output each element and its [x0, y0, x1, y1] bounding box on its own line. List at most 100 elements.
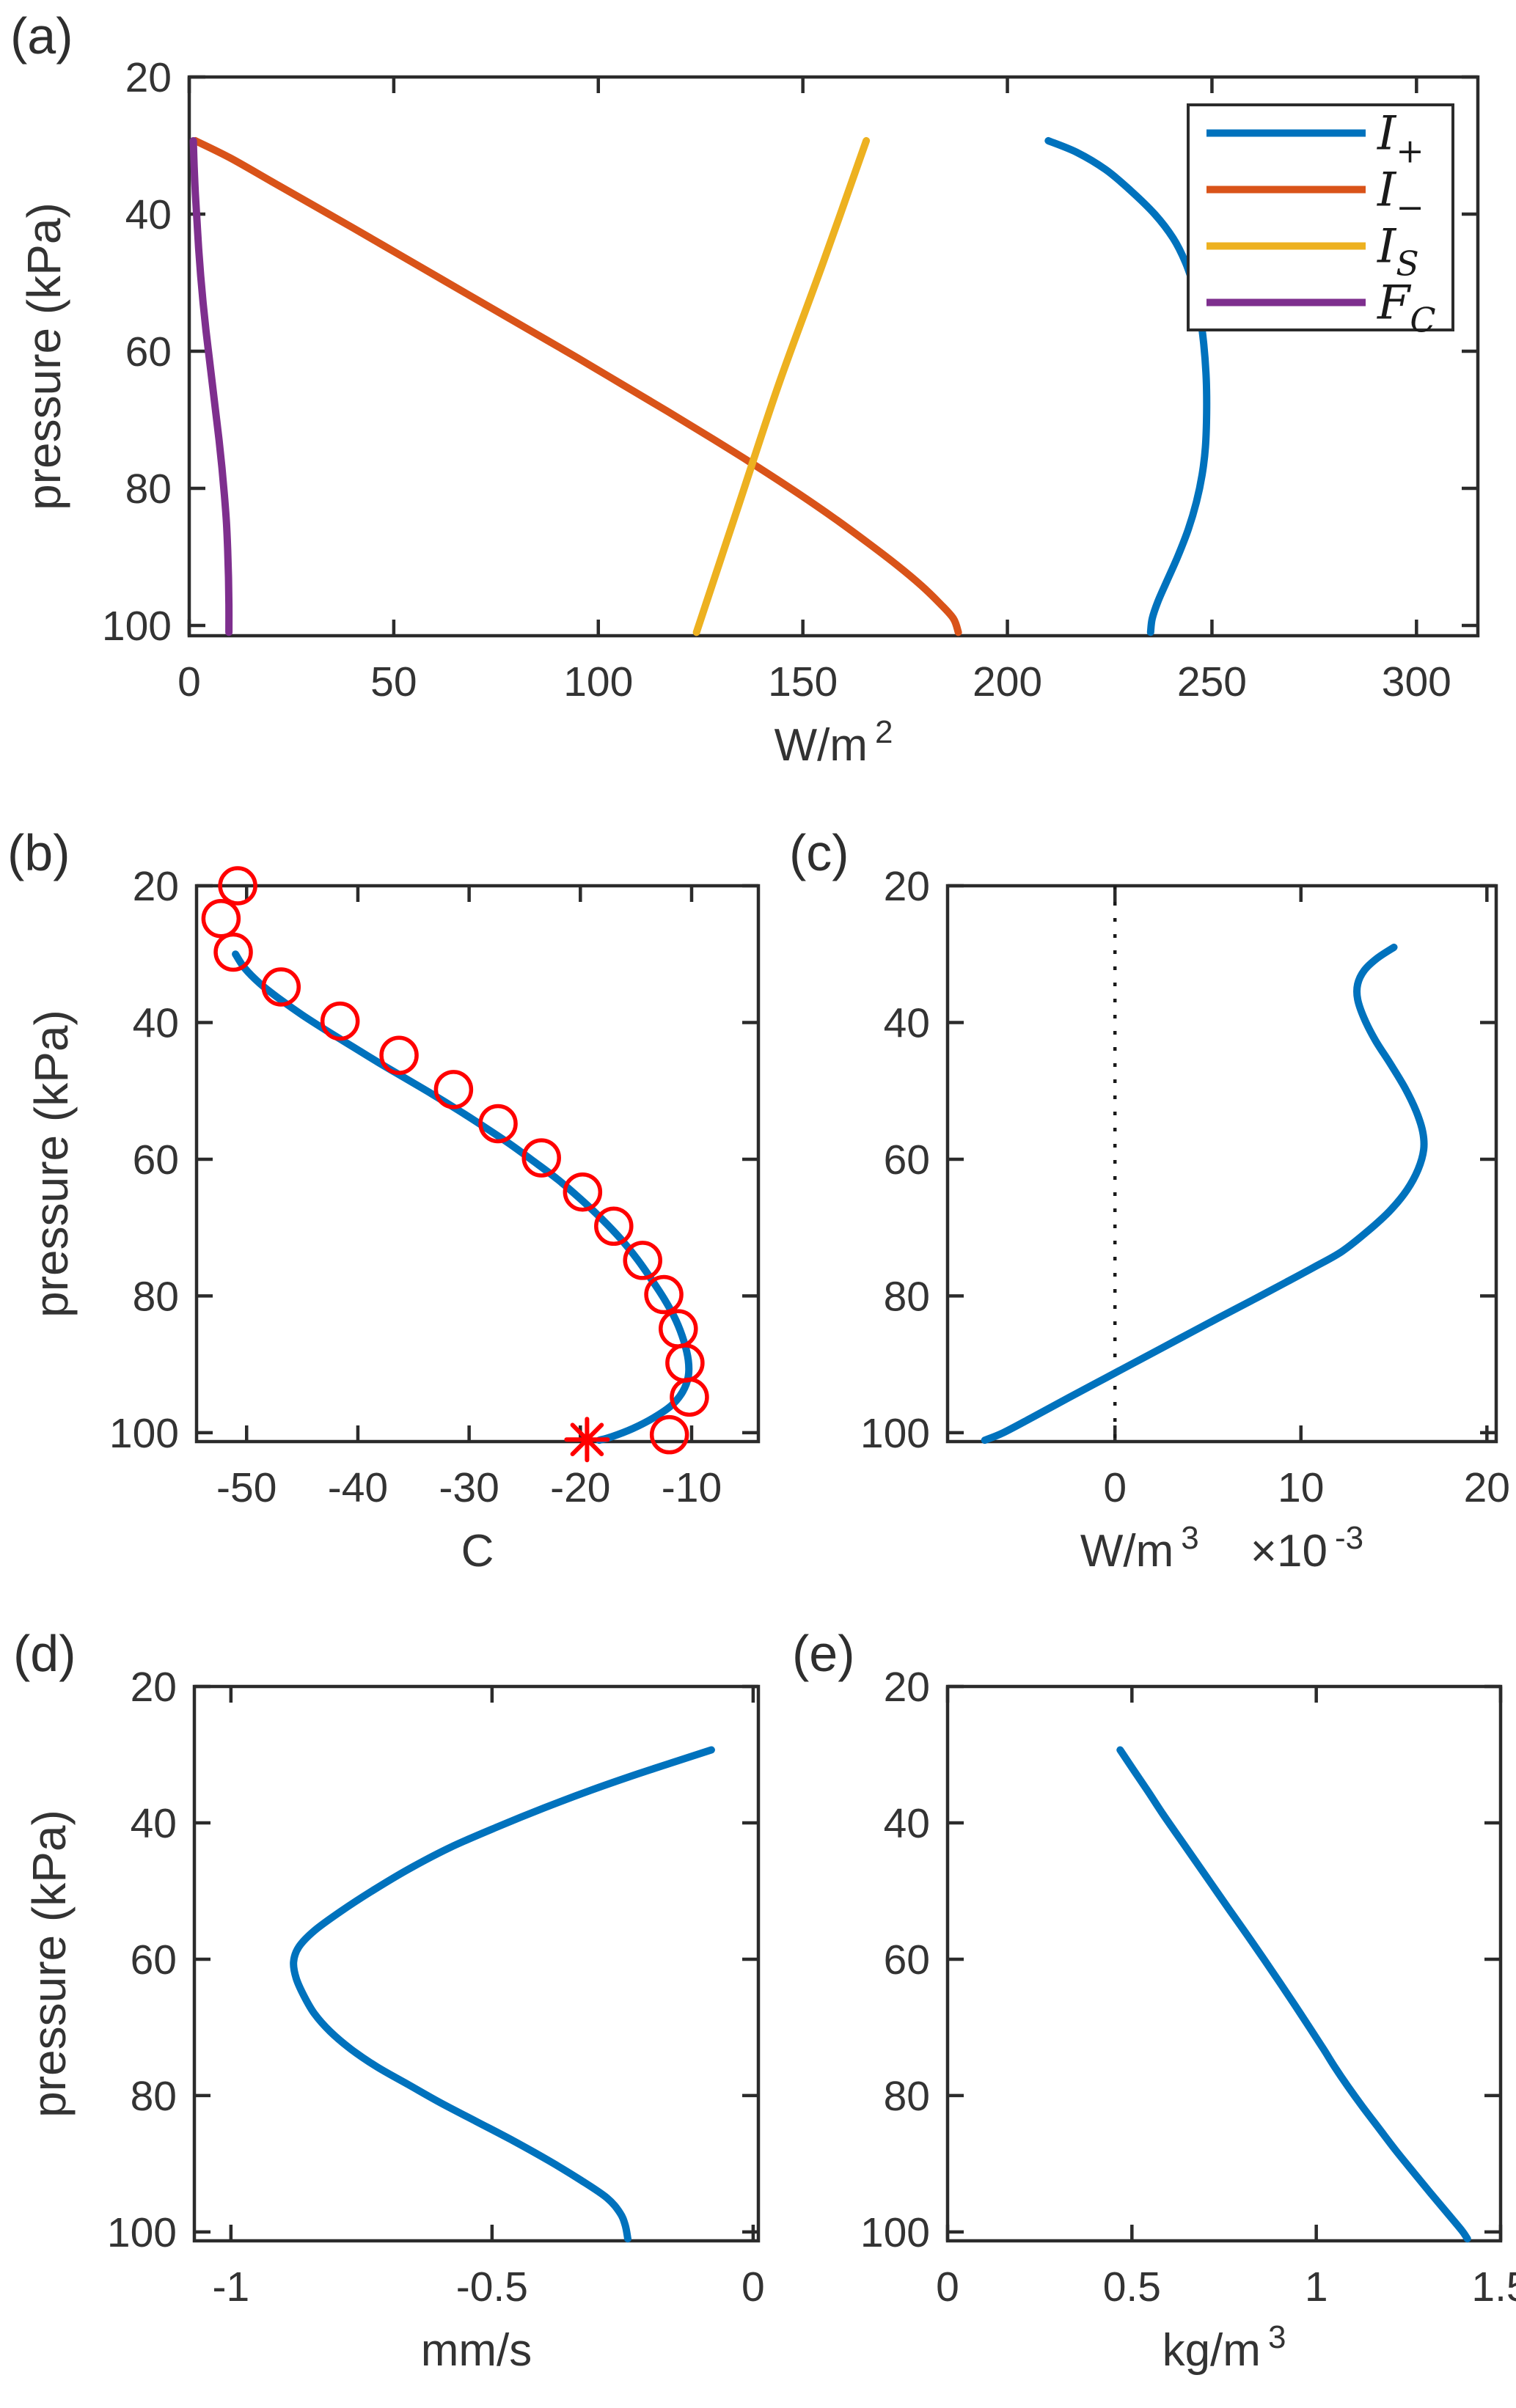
y-tick-label: 80: [133, 1273, 179, 1320]
x-tick-label: 1.5: [1471, 2264, 1516, 2310]
series-observed-temperature: [201, 866, 709, 1455]
panel-label-d: (d): [13, 1625, 76, 1682]
axes-box-e: [945, 1684, 1503, 2243]
circle-marker: [623, 1241, 662, 1280]
x-tick-label: 1: [1305, 2264, 1328, 2310]
circle-marker: [201, 899, 241, 939]
y-tick-label: 60: [133, 1137, 179, 1183]
y-tick-label: 80: [884, 2073, 930, 2120]
y-tick-label: 60: [131, 1937, 177, 1983]
y-tick-label: 100: [109, 1410, 179, 1457]
panel-a: 0 50 100 150 200 250 300 20 40 60 80 100 W/m 2 pressur…: [18, 54, 1480, 771]
x-tick-label: 0: [177, 658, 201, 705]
panel-label-e: (e): [792, 1625, 855, 1682]
series-surface-point: [564, 1417, 610, 1463]
circle-marker: [563, 1172, 603, 1212]
x-tick-label: 150: [768, 658, 838, 705]
circle-marker: [594, 1206, 634, 1247]
legend-label: IS: [1377, 220, 1419, 284]
x-tick-label: 300: [1382, 658, 1451, 705]
x-axis-label-a: W/m 2: [775, 714, 893, 771]
panel-d: -1 -0.5 0 20 40 60 80 100 mm/s pressure (kPa): [23, 1664, 765, 2376]
legend-label: I−: [1377, 164, 1424, 227]
y-tick-label: 40: [131, 1800, 177, 1847]
y-tick-label: 20: [131, 1664, 177, 1711]
y-tick-label: 40: [884, 1800, 930, 1847]
x-tick-label: 0: [741, 2264, 765, 2310]
x-tick-label: -50: [216, 1464, 277, 1511]
legend-label: FC: [1377, 276, 1436, 340]
y-tick-label: 20: [133, 863, 179, 910]
y-tick-label: 80: [131, 2073, 177, 2120]
series-F_C: [189, 136, 233, 636]
x-tick-label: -0.5: [456, 2264, 528, 2310]
y-tick-label: 100: [860, 1410, 930, 1457]
series-heating-rate: [981, 943, 1428, 1445]
y-tick-label: 40: [125, 191, 172, 238]
asterisk-marker: [570, 1423, 604, 1456]
circle-marker: [644, 1274, 684, 1315]
axes-box-b: [194, 884, 761, 1444]
legend-box: [1187, 103, 1454, 331]
x-axis-label-d: mm/s: [421, 2325, 532, 2376]
x-tick-label: 50: [370, 658, 417, 705]
x-tick-label: -40: [328, 1464, 388, 1511]
circle-marker: [433, 1070, 474, 1109]
y-tick-label: 60: [125, 328, 172, 375]
y-tick-label: 60: [884, 1137, 930, 1183]
circle-marker: [649, 1414, 689, 1455]
y-tick-label: 100: [102, 603, 172, 650]
legend-label: I+: [1377, 107, 1424, 171]
x-tick-label: 10: [1278, 1464, 1324, 1511]
panel-c: 0 10 20 20 40 60 80 100 W/m 3 ×10 -3: [860, 863, 1510, 1576]
x-tick-label: 0: [936, 2264, 959, 2310]
x-tick-label: -30: [439, 1464, 499, 1511]
x-tick-label: 20: [1464, 1464, 1510, 1511]
circle-marker: [218, 866, 257, 906]
y-tick-label: 80: [125, 466, 172, 513]
panel-e: 0 0.5 1 1.5 20 40 60 80 100 kg/m3: [860, 1664, 1516, 2376]
y-tick-label: 60: [884, 1937, 930, 1983]
circle-marker: [213, 932, 253, 972]
axes-box-d: [192, 1684, 761, 2243]
x-axis-label-c: W/m 3 ×10 -3: [1080, 1520, 1363, 1576]
circle-marker: [261, 967, 301, 1007]
y-tick-label: 20: [125, 54, 172, 101]
y-tick-label: 40: [884, 999, 930, 1046]
y-tick-label: 100: [860, 2209, 930, 2256]
circle-marker: [670, 1377, 709, 1417]
series-density: [1116, 1746, 1471, 2243]
circle-marker: [379, 1035, 419, 1075]
circle-marker: [478, 1104, 518, 1144]
y-axis-label-a: pressure (kPa): [18, 202, 70, 510]
panel-label-c: (c): [789, 824, 849, 881]
circle-marker: [320, 1001, 360, 1041]
panel-label-a: (a): [10, 7, 73, 65]
y-tick-label: 20: [884, 1664, 930, 1711]
x-tick-label: -10: [662, 1464, 722, 1511]
series-I_plus: [1044, 136, 1211, 636]
y-axis-label-b: pressure (kPa): [25, 1010, 78, 1318]
x-axis-label-b: C: [461, 1526, 494, 1576]
series-vertical-velocity: [290, 1746, 715, 2243]
y-tick-label: 40: [133, 999, 179, 1046]
axes-box-a: [187, 75, 1480, 638]
x-tick-label: 0.5: [1103, 2264, 1161, 2310]
x-tick-label: -20: [550, 1464, 610, 1511]
x-tick-label: 250: [1177, 658, 1247, 705]
series-I_S: [692, 136, 871, 636]
y-tick-label: 20: [884, 863, 930, 910]
x-tick-label: 0: [1103, 1464, 1127, 1511]
x-tick-label: 200: [973, 658, 1042, 705]
x-tick-label: -1: [212, 2264, 249, 2310]
y-axis-label-d: pressure (kPa): [23, 1810, 76, 2118]
x-tick-label: 100: [563, 658, 633, 705]
y-tick-label: 100: [107, 2209, 177, 2256]
panel-label-b: (b): [7, 824, 70, 881]
axes-box-c: [945, 884, 1498, 1444]
y-tick-label: 80: [884, 1273, 930, 1320]
